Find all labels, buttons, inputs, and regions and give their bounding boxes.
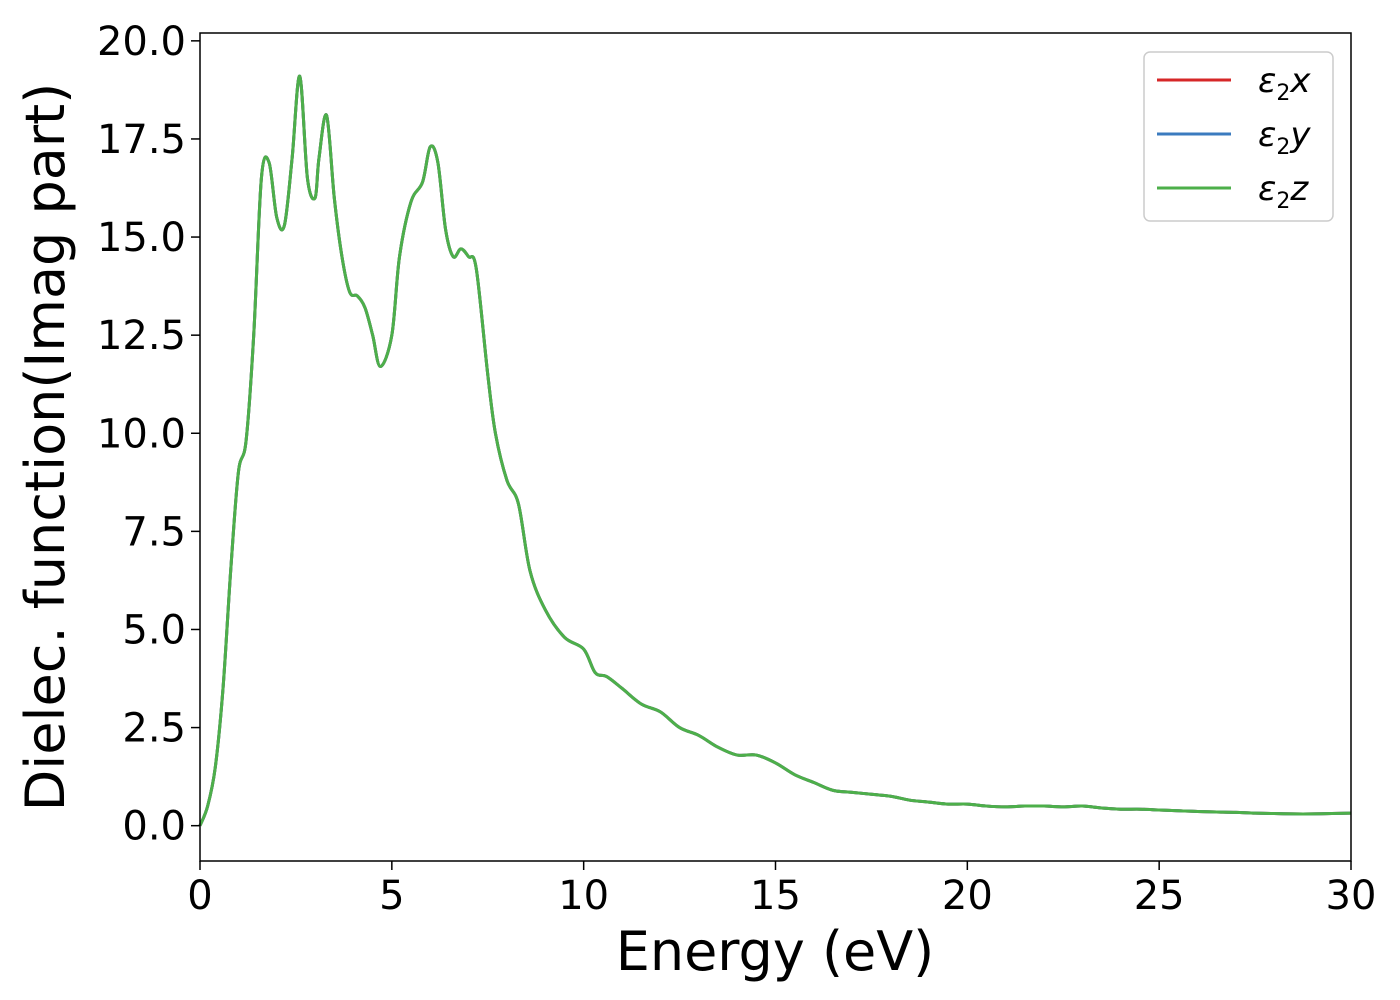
y-tick-label: 2.5 [122, 706, 186, 752]
x-axis-label: Energy (eV) [616, 920, 935, 983]
legend: ε2x ε2y ε2z [1143, 51, 1334, 222]
x-tick-label: 15 [750, 873, 801, 919]
y-axis-label: Dielec. function(Imag part) [14, 83, 77, 812]
x-tick-label: 20 [942, 873, 993, 919]
y-tick-label: 0.0 [122, 804, 186, 850]
x-tick-label: 5 [379, 873, 404, 919]
series-layer [198, 74, 1352, 827]
legend-label-z: ε2z [1258, 169, 1309, 214]
legend-label-y: ε2y [1258, 115, 1311, 160]
x-tick-label: 10 [558, 873, 609, 919]
x-tick-label: 30 [1326, 873, 1377, 919]
y-tick-label: 17.5 [97, 117, 186, 163]
y-tick-label: 12.5 [97, 313, 186, 359]
legend-label-x: ε2x [1258, 61, 1311, 106]
y-tick-label: 10.0 [97, 411, 186, 457]
series-line-z [198, 74, 1352, 827]
y-tick-label: 20.0 [97, 19, 186, 65]
legend-frame [1143, 51, 1334, 222]
y-tick-label: 5.0 [122, 607, 186, 653]
y-tick-label: 7.5 [122, 509, 186, 555]
x-axis-ticks: 0 5 10 15 20 25 30 [187, 861, 1376, 919]
y-tick-label: 15.0 [97, 215, 186, 261]
x-tick-label: 25 [1134, 873, 1185, 919]
x-tick-label: 0 [187, 873, 212, 919]
y-axis-ticks: 0.0 2.5 5.0 7.5 10.0 12.5 15.0 17.5 20.0 [97, 19, 200, 850]
